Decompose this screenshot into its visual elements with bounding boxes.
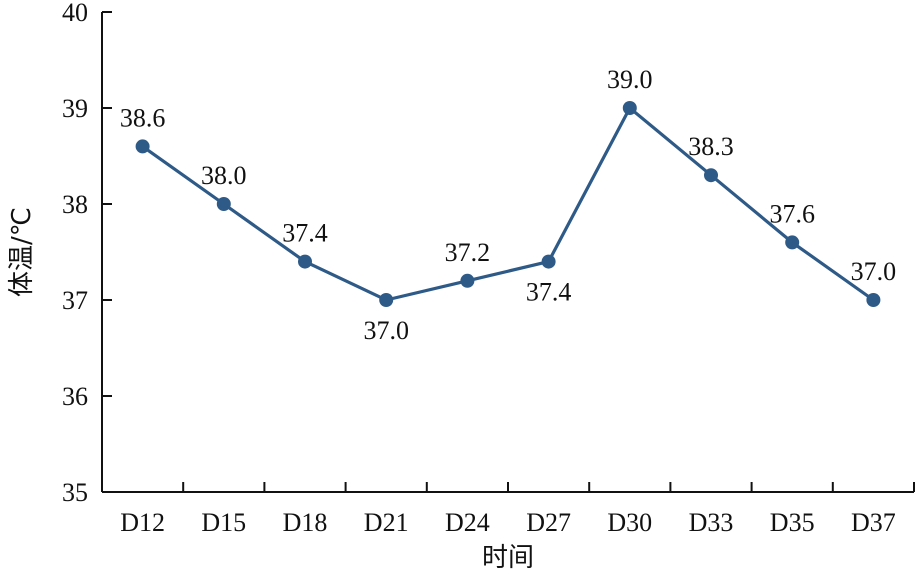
data-label: 37.0	[363, 316, 409, 345]
x-tick-label: D33	[689, 508, 734, 537]
data-label: 37.0	[851, 257, 897, 286]
series-group	[135, 101, 881, 307]
data-point	[866, 293, 881, 307]
data-point	[541, 254, 556, 269]
data-label: 37.4	[526, 278, 572, 307]
y-tick-label: 35	[62, 478, 88, 507]
data-point	[298, 254, 312, 269]
x-tick-label: D24	[445, 508, 490, 537]
data-label: 37.2	[445, 238, 491, 267]
data-point	[704, 168, 718, 183]
data-label: 38.6	[120, 103, 166, 132]
data-point	[135, 139, 150, 154]
data-labels-group: 38.6 38.0 37.4 37.0 37.2 37.4 39.0 38.3 37.6 37.0	[120, 65, 896, 345]
data-label: 38.0	[201, 161, 247, 190]
x-tick-label: D35	[770, 508, 815, 537]
x-tick-label: D18	[283, 508, 328, 537]
data-point	[785, 235, 800, 250]
y-tick-label: 37	[62, 286, 88, 315]
x-axis-title: 时间	[482, 543, 534, 573]
y-tick-label: 39	[62, 94, 88, 123]
y-tick-label: 40	[62, 0, 88, 27]
data-label: 37.4	[282, 219, 328, 248]
y-axis: 35 36 37 38 39 40	[62, 0, 112, 507]
x-tick-label: D27	[526, 508, 571, 537]
data-point	[379, 293, 394, 307]
data-label: 39.0	[607, 65, 653, 94]
x-tick-label: D30	[607, 508, 652, 537]
y-tick-label: 38	[62, 190, 88, 219]
y-tick-label: 36	[62, 382, 88, 411]
x-tick-label: D37	[851, 508, 896, 537]
y-axis-title: 体温/℃	[7, 207, 37, 297]
x-tick-label: D12	[120, 508, 165, 537]
data-label: 38.3	[688, 132, 734, 161]
data-label: 37.6	[769, 199, 815, 228]
data-point	[622, 101, 637, 115]
data-point	[216, 197, 231, 211]
x-tick-label: D21	[364, 508, 409, 537]
data-point	[460, 273, 475, 288]
x-tick-label: D15	[201, 508, 246, 537]
x-axis: D12 D15 D18 D21 D24 D27 D30 D33 D35 D37	[102, 482, 915, 537]
series-line	[141, 106, 875, 302]
